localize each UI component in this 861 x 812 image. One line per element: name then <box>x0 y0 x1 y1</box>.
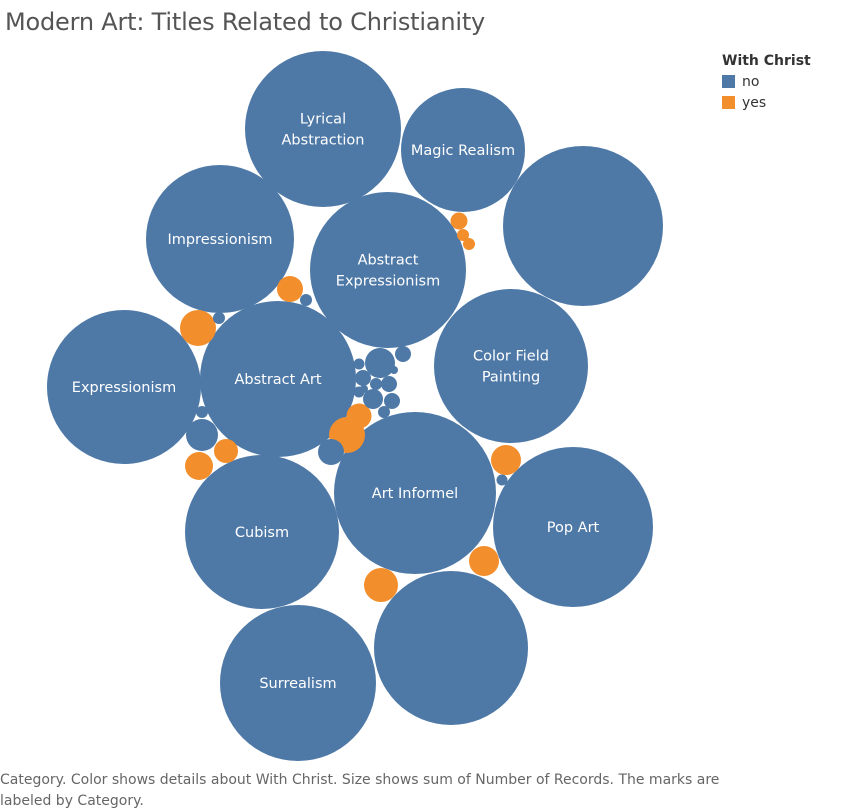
bubble-no-38[interactable] <box>378 406 390 418</box>
bubble-art-informel[interactable] <box>334 412 496 574</box>
bubble-no-41[interactable] <box>360 385 368 393</box>
bubble-no-34[interactable] <box>213 312 225 324</box>
bubble-no-30[interactable] <box>363 389 383 409</box>
bubble-abstract-expressionism[interactable] <box>310 192 466 348</box>
bubble-color-field-painting[interactable] <box>434 289 588 443</box>
bubble-label-magic-realism: Magic Realism <box>411 143 515 159</box>
bubble-cubism[interactable] <box>185 455 339 609</box>
bubble-no-32[interactable] <box>395 346 411 362</box>
bubble-label-art-informel: Art Informel <box>372 486 458 502</box>
bubble-no-35[interactable] <box>353 358 365 370</box>
bubble-label-surrealism: Surrealism <box>259 676 336 692</box>
bubble-label-expressionism: Expressionism <box>72 380 176 396</box>
bubble-no-42[interactable] <box>390 366 398 374</box>
chart-caption: Category. Color shows details about With… <box>0 772 720 809</box>
legend-swatch-no <box>722 75 735 88</box>
bubble-chart: Lyrical Abstraction Magic Realism Impressio… <box>47 51 663 761</box>
bubble-yes-22[interactable] <box>364 568 398 602</box>
legend-label-yes: yes <box>742 94 767 111</box>
legend-swatch-yes <box>722 96 735 109</box>
bubble-no-39[interactable] <box>196 406 208 418</box>
bubble-label-impressionism: Impressionism <box>167 232 272 248</box>
bubble-surrealism[interactable] <box>220 605 376 761</box>
bubble-yes-23[interactable] <box>457 229 469 241</box>
bubble-no-40[interactable] <box>496 474 508 486</box>
legend: With Christ no yes <box>722 53 811 113</box>
legend-item-yes[interactable]: yes <box>722 92 811 113</box>
legend-label-no: no <box>742 73 760 90</box>
bubble-lyrical-abstraction[interactable] <box>245 51 401 207</box>
chart-title: Modern Art: Titles Related to Christiani… <box>5 8 486 36</box>
bubble-no-12[interactable] <box>374 571 528 725</box>
bubble-abstract-art[interactable] <box>200 301 356 457</box>
bubble-no-31[interactable] <box>384 393 400 409</box>
bubble-yes-14[interactable] <box>277 276 303 302</box>
bubble-label-pop-art: Pop Art <box>547 520 600 536</box>
legend-title: With Christ <box>722 53 811 69</box>
bubble-label-abstract-art: Abstract Art <box>234 372 321 388</box>
bubble-expressionism[interactable] <box>47 310 201 464</box>
bubble-label-color-field-painting: Color Field Painting <box>473 349 549 386</box>
bubble-pop-art[interactable] <box>493 447 653 607</box>
bubble-yes-13[interactable] <box>180 310 216 346</box>
bubble-no-28[interactable] <box>318 439 344 465</box>
bubble-yes-16[interactable] <box>214 439 238 463</box>
bubble-label-cubism: Cubism <box>235 525 289 541</box>
legend-item-no[interactable]: no <box>722 71 811 92</box>
bubble-no-25[interactable] <box>355 370 371 386</box>
bubble-no-33[interactable] <box>300 294 312 306</box>
bubble-label-lyrical-abstraction: Lyrical Abstraction <box>282 112 365 149</box>
bubble-magic-realism[interactable] <box>401 88 525 212</box>
bubble-no-29[interactable] <box>381 376 397 392</box>
bubble-impressionism[interactable] <box>146 165 294 313</box>
bubble-no-26[interactable] <box>186 419 218 451</box>
bubble-yes-24[interactable] <box>463 238 475 250</box>
bubble-yes-15[interactable] <box>450 212 468 230</box>
bubble-no-2[interactable] <box>503 146 663 306</box>
bubble-no-36[interactable] <box>370 378 382 390</box>
bubble-label-abstract-expressionism: Abstract Expressionism <box>336 253 440 290</box>
bubble-no-27[interactable] <box>365 348 395 378</box>
bubble-yes-18[interactable] <box>346 403 372 429</box>
bubble-yes-20[interactable] <box>491 445 521 475</box>
bubble-yes-19[interactable] <box>185 452 213 480</box>
bubble-yes-21[interactable] <box>469 546 499 576</box>
